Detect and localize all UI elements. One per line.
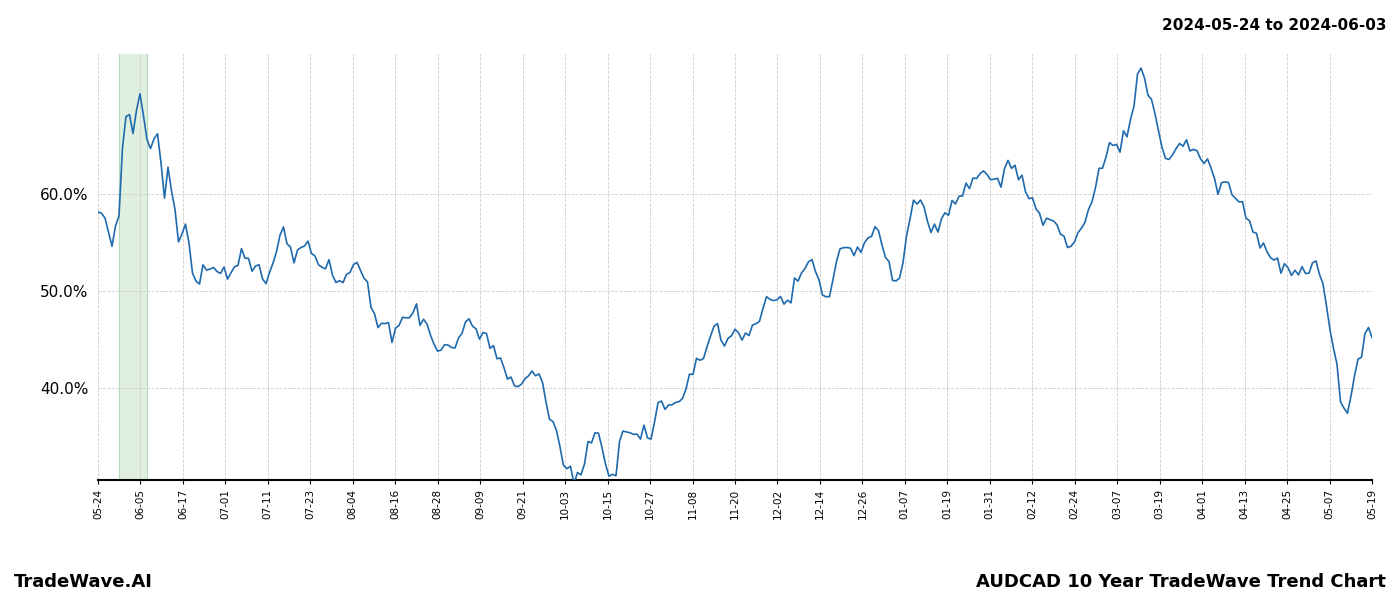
Text: AUDCAD 10 Year TradeWave Trend Chart: AUDCAD 10 Year TradeWave Trend Chart [976, 573, 1386, 591]
Bar [119, 54, 147, 480]
Text: 2024-05-24 to 2024-06-03: 2024-05-24 to 2024-06-03 [1162, 18, 1386, 33]
Text: TradeWave.AI: TradeWave.AI [14, 573, 153, 591]
